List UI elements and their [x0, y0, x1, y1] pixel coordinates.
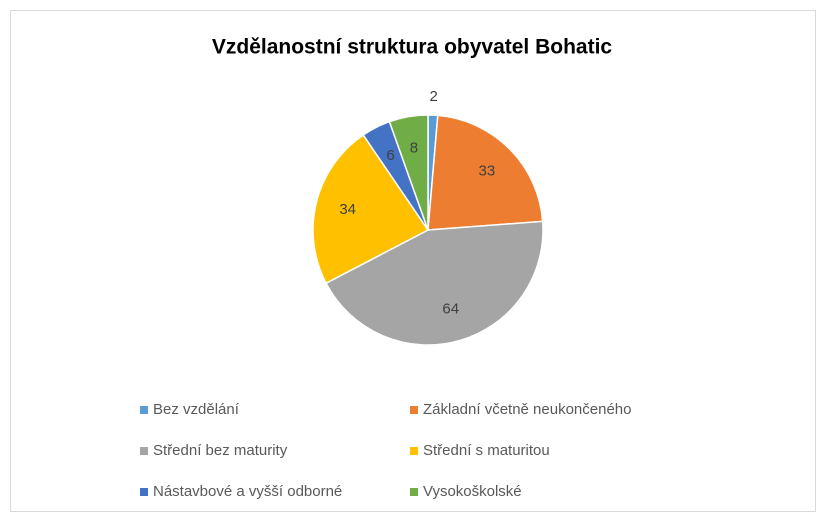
- legend-swatch: [410, 406, 418, 414]
- legend-label: Základní včetně neukončeného: [423, 401, 631, 418]
- pie-slice: [312, 133, 430, 285]
- data-label: 8: [410, 139, 418, 156]
- legend-swatch: [140, 406, 148, 414]
- data-label: 33: [479, 163, 496, 180]
- legend-label: Vysokoškolské: [423, 483, 522, 500]
- chart-title: Vzdělanostní struktura obyvatel Bohatic: [212, 36, 613, 59]
- data-label: 2: [430, 88, 438, 105]
- data-label: 64: [442, 301, 459, 318]
- pie-slice: [388, 114, 429, 231]
- legend-swatch: [410, 447, 418, 455]
- legend-swatch: [410, 488, 418, 496]
- legend-label: Bez vzdělání: [153, 401, 240, 418]
- data-label: 6: [386, 147, 394, 164]
- pie-slice: [427, 114, 544, 231]
- legend-label: Střední bez maturity: [153, 442, 288, 459]
- pie-slice: [325, 220, 544, 346]
- legend-label: Nástavbové a vyšší odborné: [153, 483, 342, 500]
- legend-label: Střední s maturitou: [423, 442, 550, 459]
- legend-swatch: [140, 447, 148, 455]
- legend-swatch: [140, 488, 148, 496]
- data-label: 34: [339, 201, 356, 218]
